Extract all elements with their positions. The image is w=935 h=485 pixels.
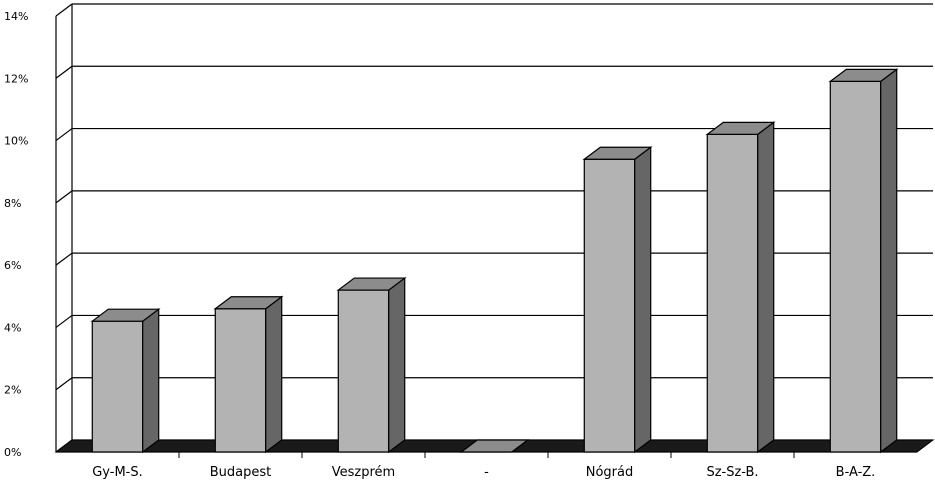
bar-top [705,121,776,135]
bar [459,439,530,453]
bar-side [880,68,898,454]
x-category-label: Veszprém [332,465,395,480]
gridline-edge [55,65,73,79]
bar-top [459,439,530,453]
bar-top [336,277,407,291]
x-category-label: B-A-Z. [836,465,876,480]
y-tick-label: 10% [4,135,28,148]
y-tick-label: 2% [4,384,21,397]
gridline-edge [55,128,73,142]
bars [90,68,899,454]
y-tick-label: 6% [4,259,21,272]
gridlines [55,3,933,453]
bar-front [706,133,759,453]
y-tick-label: 14% [4,10,28,23]
labels: 0% 2% 4% 6% 8% 10% 12% 14% Gy-M-S. Budapest Veszpr… [4,10,875,480]
bar-top [90,308,161,322]
gridline-edge [55,377,73,391]
gridline-edge [55,252,73,266]
bar [705,121,776,454]
axes [55,4,917,458]
bar-front [214,308,267,453]
x-category-label: Nógrád [586,465,634,480]
y-tick-label: 8% [4,197,21,210]
bar-top [213,296,284,310]
bar-front [91,320,144,453]
gridline-edge [55,190,73,204]
bar [213,295,284,454]
gridline-edge [55,3,73,17]
bar-front [829,80,882,453]
x-category-label: - [484,465,489,480]
bar-top [582,146,653,160]
bar [582,146,653,454]
bar-front [583,158,636,453]
bar-side [265,295,283,454]
bar-side [142,308,160,454]
x-category-label: Budapest [210,465,272,480]
bar [90,308,161,454]
bar-side [634,146,652,454]
gridline-edge [55,314,73,328]
y-tick-label: 12% [4,72,28,85]
bar-side [757,121,775,454]
y-tick-label: 0% [4,446,21,459]
bar-front [337,289,390,453]
bar-side [388,276,406,454]
y-tick-label: 4% [4,321,21,334]
x-category-label: Gy-M-S. [92,465,143,480]
bar [828,68,899,454]
x-category-label: Sz-Sz-B. [706,465,758,480]
bar [336,276,407,454]
bar-top [828,68,899,83]
